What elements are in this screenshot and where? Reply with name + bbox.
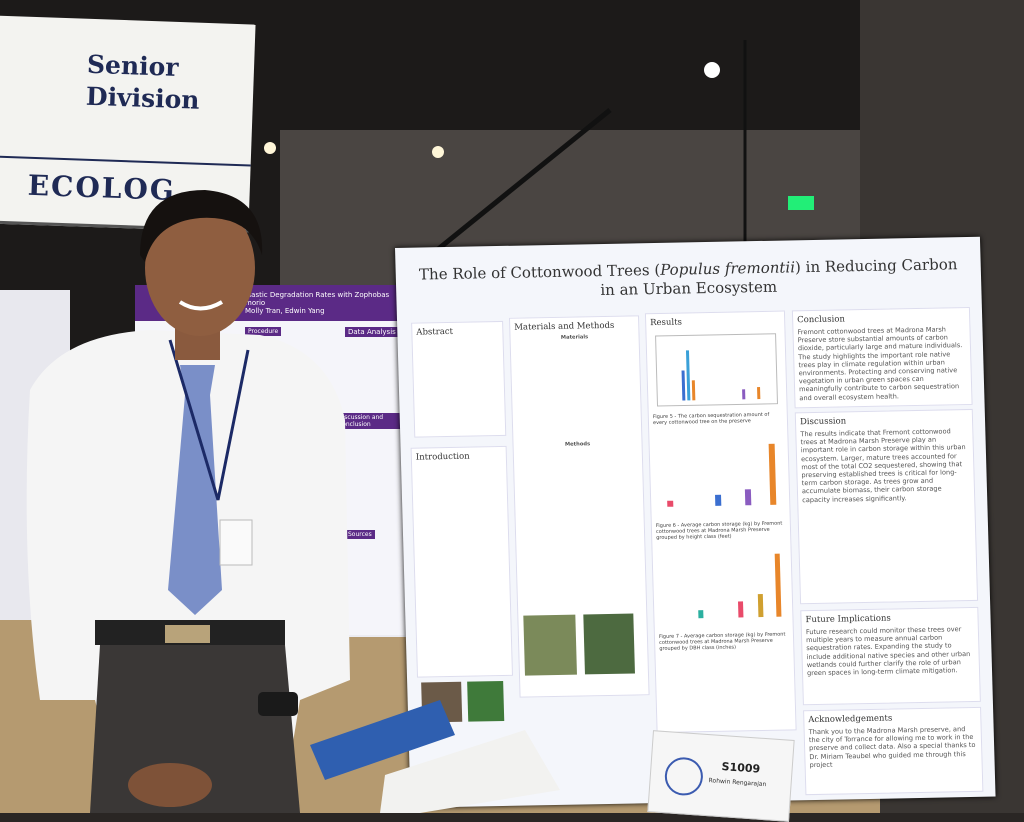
- figure-chart: [667, 443, 777, 507]
- exit-sign: [788, 196, 814, 210]
- decor-bar: [681, 370, 686, 401]
- face: [145, 200, 255, 336]
- light: [432, 146, 444, 158]
- figure-chart: [655, 333, 779, 407]
- decor-bar: [691, 380, 696, 401]
- heading: Discussion and Conclusion: [335, 413, 405, 429]
- watch: [258, 692, 298, 716]
- decor-bar: [698, 610, 704, 619]
- notebook: [310, 700, 455, 780]
- placard-name: Rohwin Rengarajan: [708, 777, 767, 789]
- heading: Sources: [345, 530, 375, 539]
- main-poster: The Role of Cottonwood Trees (Populus fr…: [395, 236, 996, 808]
- light: [704, 62, 720, 78]
- buckle: [165, 625, 210, 643]
- heading: Procedure: [245, 327, 282, 336]
- left-poster-title: Plastic Degradation Rates with Zophobas …: [245, 291, 390, 307]
- figure-chart: [698, 553, 782, 619]
- placard-id: S1009: [721, 760, 761, 776]
- smile: [178, 300, 224, 311]
- decor-bar: [715, 494, 722, 506]
- hair: [140, 190, 263, 262]
- decor-bar: [685, 350, 691, 401]
- hands: [128, 763, 212, 807]
- decor-bar: [738, 601, 744, 618]
- light: [264, 142, 276, 154]
- lanyard: [168, 339, 250, 501]
- results-box: Results Figure 5 - The carbon sequestrat…: [644, 310, 797, 734]
- placard-logo: [663, 756, 705, 797]
- decor-bar: [744, 488, 752, 505]
- paper: [380, 730, 560, 813]
- decor-bar: [742, 389, 746, 400]
- tie: [168, 365, 222, 615]
- placard: S1009 Rohwin Rengarajan: [647, 730, 795, 822]
- decor-bar: [757, 387, 761, 400]
- badge: [219, 519, 253, 566]
- left-poster-authors: Molly Tran, Edwin Yang: [245, 307, 325, 315]
- decor-bar: [768, 443, 777, 505]
- decor-bar: [667, 500, 674, 507]
- heading: Data Analysis: [345, 327, 399, 337]
- decor-bar: [757, 594, 764, 618]
- decor-bar: [774, 553, 782, 617]
